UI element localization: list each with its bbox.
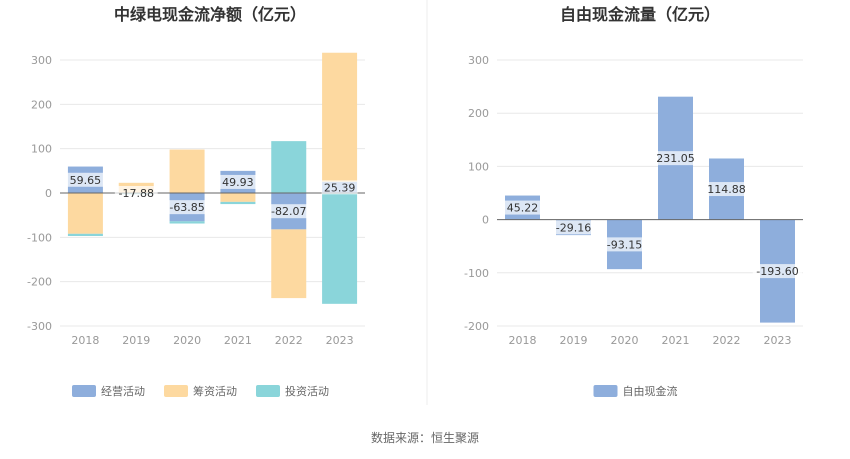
x-tick-label: 2023 [764, 334, 792, 347]
x-tick-label: 2021 [662, 334, 690, 347]
bar-筹资活动 [220, 193, 256, 202]
y-tick-label: 0 [482, 214, 489, 227]
data-label-bg [67, 172, 104, 187]
x-tick-label: 2019 [560, 334, 588, 347]
data-label: -193.60 [756, 265, 798, 278]
x-tick-label: 2023 [326, 334, 354, 347]
source-note: 数据来源：恒生聚源 [371, 430, 479, 445]
data-label-bg [321, 180, 358, 195]
data-label: -17.88 [119, 187, 154, 200]
bar-投资活动 [220, 201, 256, 205]
legend-label: 投资活动 [285, 384, 329, 398]
data-label-bg [752, 264, 803, 279]
x-tick-label: 2018 [509, 334, 537, 347]
y-tick-label: 0 [45, 187, 52, 200]
data-label-bg [504, 200, 541, 215]
y-tick-label: -200 [27, 276, 52, 289]
bar-筹资活动 [67, 193, 103, 234]
data-label-bg [165, 200, 209, 215]
chart-title: 中绿电现金流净额（亿元） [114, 5, 306, 24]
legend-swatch [164, 385, 188, 397]
x-tick-label: 2020 [611, 334, 639, 347]
legend-swatch [256, 385, 280, 397]
data-label: 231.05 [656, 152, 695, 165]
y-tick-label: -100 [464, 267, 489, 280]
y-tick-label: 200 [468, 107, 489, 120]
bar-投资活动 [322, 193, 358, 304]
data-label: 59.65 [70, 174, 102, 187]
data-label: 114.88 [707, 183, 746, 196]
x-tick-label: 2022 [713, 334, 741, 347]
legend-label: 自由现金流 [623, 384, 678, 398]
bar-筹资活动 [169, 149, 205, 193]
bar-投资活动 [271, 141, 307, 193]
data-label-bg [267, 204, 311, 219]
chart-title: 自由现金流量（亿元） [560, 5, 720, 24]
y-tick-label: -200 [464, 320, 489, 333]
data-label: -82.07 [271, 205, 306, 218]
data-label-bg [552, 220, 595, 235]
bar-投资活动 [67, 233, 103, 237]
x-tick-label: 2019 [122, 334, 150, 347]
bar-筹资活动 [271, 229, 307, 299]
x-tick-label: 2018 [71, 334, 99, 347]
data-label-bg [654, 151, 697, 166]
bar-筹资活动 [322, 52, 358, 182]
data-label-bg [219, 174, 256, 189]
data-label: 25.39 [324, 181, 356, 194]
legend-swatch [72, 385, 96, 397]
x-tick-label: 2021 [224, 334, 252, 347]
y-tick-label: -300 [27, 320, 52, 333]
data-label: 49.93 [222, 176, 254, 189]
data-label-bg [705, 182, 748, 197]
bar-投资活动 [169, 221, 205, 224]
legend-label: 经营活动 [101, 384, 145, 398]
y-tick-label: 100 [31, 143, 52, 156]
data-label: -63.85 [169, 201, 204, 214]
data-label: 45.22 [507, 202, 539, 215]
data-label-bg [114, 186, 158, 200]
legend-swatch [593, 385, 618, 397]
y-tick-label: 200 [31, 98, 52, 111]
data-label: -93.15 [607, 238, 642, 251]
x-tick-label: 2020 [173, 334, 201, 347]
y-tick-label: 300 [31, 54, 52, 67]
y-tick-label: 100 [468, 160, 489, 173]
y-tick-label: 300 [468, 54, 489, 67]
data-label-bg [603, 237, 646, 252]
legend-label: 筹资活动 [193, 384, 237, 398]
free-cash-flow-chart: 自由现金流量（亿元） 300 200 100 0 -100 -200 45.22 -29.16… [464, 5, 803, 398]
y-tick-label: -100 [27, 231, 52, 244]
data-label: -29.16 [556, 221, 591, 234]
x-tick-label: 2022 [275, 334, 303, 347]
cash-flow-net-chart: 中绿电现金流净额（亿元） 300 200 100 0 -100 -200 -300 59.65… [27, 5, 365, 398]
